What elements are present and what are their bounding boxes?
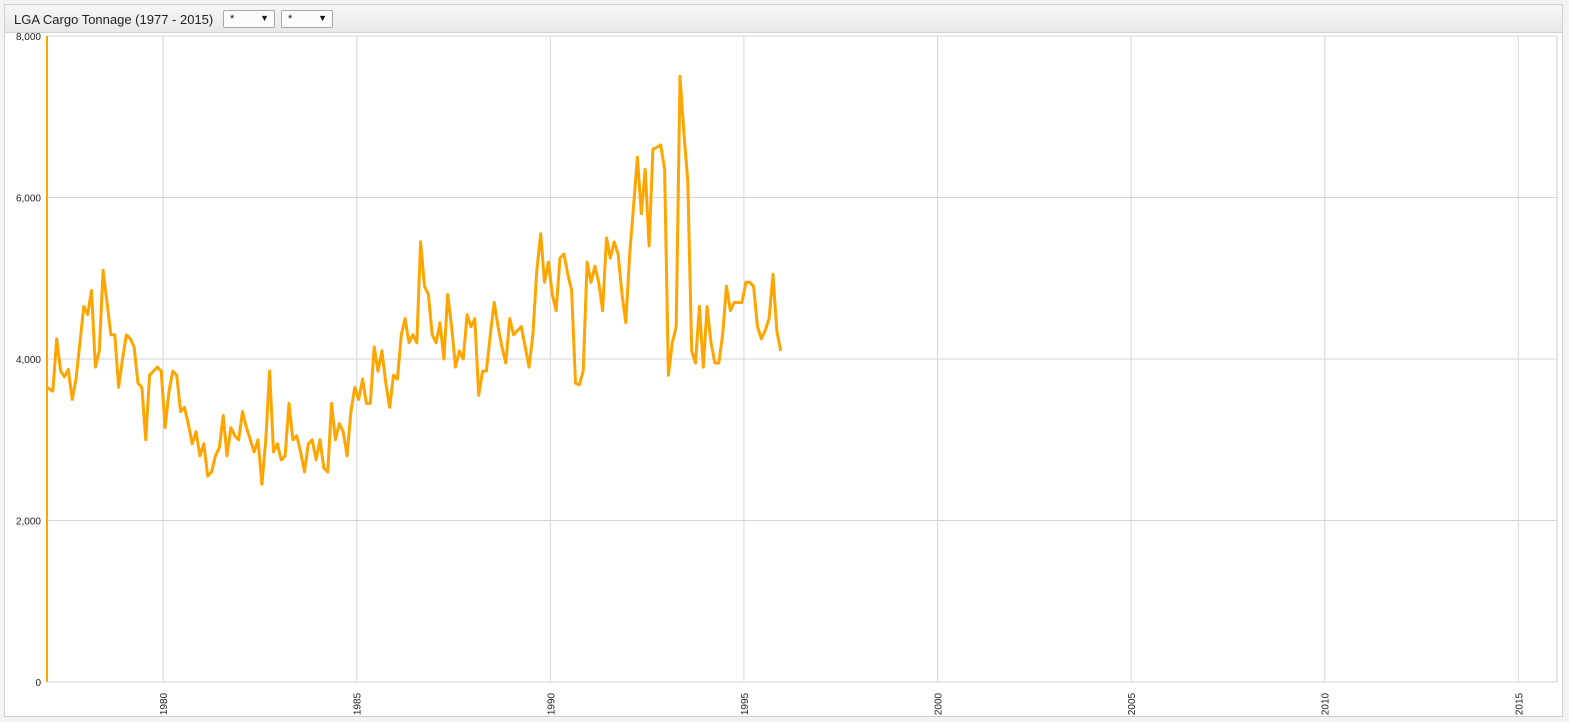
y-tick-label: 0 — [35, 678, 41, 689]
filter-select-2[interactable]: * ▼ — [281, 10, 333, 28]
series-line — [46, 74, 783, 486]
x-tick-label: 1980 — [159, 692, 170, 715]
filter-select-2-value: * — [288, 13, 293, 25]
dropdown-arrow-icon: ▼ — [318, 13, 327, 23]
y-tick-label: 8,000 — [16, 32, 41, 43]
dropdown-arrow-icon: ▼ — [260, 13, 269, 23]
y-tick-label: 2,000 — [16, 517, 41, 528]
x-tick-label: 2010 — [1321, 692, 1332, 715]
filter-select-1-value: * — [230, 13, 235, 25]
chart-toolbar: LGA Cargo Tonnage (1977 - 2015) * ▼ * ▼ — [5, 5, 1562, 33]
x-tick-label: 1985 — [353, 692, 364, 715]
x-tick-label: 2015 — [1514, 692, 1525, 715]
x-tick-label: 2000 — [934, 692, 945, 715]
chart-widget: LGA Cargo Tonnage (1977 - 2015) * ▼ * ▼ … — [4, 4, 1563, 717]
y-tick-label: 6,000 — [16, 194, 41, 205]
filter-select-1[interactable]: * ▼ — [223, 10, 275, 28]
x-tick-label: 1990 — [546, 692, 557, 715]
x-tick-label: 1995 — [740, 692, 751, 715]
x-tick-label: 2005 — [1127, 692, 1138, 715]
y-tick-label: 4,000 — [16, 355, 41, 366]
chart-title: LGA Cargo Tonnage (1977 - 2015) — [14, 12, 214, 27]
line-chart: 0 2,000 4,000 6,000 8,000 1980 1985 1990 1995 200… — [16, 32, 1558, 715]
